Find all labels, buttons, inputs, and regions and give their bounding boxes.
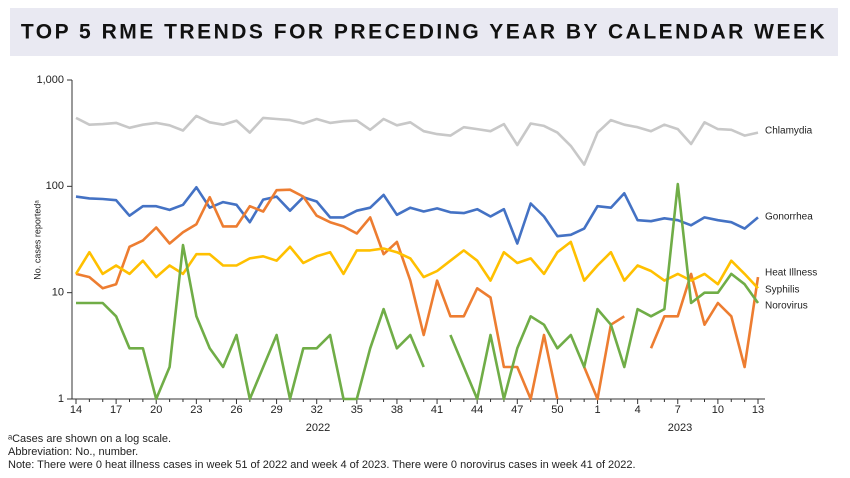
title-banner	[10, 8, 838, 56]
series-line	[74, 240, 759, 290]
y-tick-label: 100	[46, 180, 64, 192]
legend-label: Norovirus	[765, 301, 808, 312]
y-tick-label: 1,000	[36, 74, 64, 86]
x-tick-label: 20	[150, 404, 162, 416]
x-tick-label: 17	[110, 404, 122, 416]
series-line	[75, 188, 760, 401]
legend-label: Heat Illness	[765, 268, 817, 279]
x-tick-label: 26	[230, 404, 242, 416]
year-label: 2023	[668, 422, 692, 434]
x-tick-label: 38	[391, 404, 403, 416]
x-tick-label: 35	[351, 404, 363, 416]
y-axis-label: No. cases reportedᵃ	[32, 200, 42, 280]
x-tick-label: 13	[752, 404, 764, 416]
x-tick-label: 44	[471, 404, 483, 416]
y-tick-label: 10	[52, 287, 64, 299]
legend-label: Chlamydia	[765, 126, 813, 137]
x-tick-label: 50	[551, 404, 563, 416]
x-tick-label: 23	[190, 404, 202, 416]
chart-title: TOP 5 RME TRENDS FOR PRECEDING YEAR BY C…	[21, 21, 827, 44]
series-line	[76, 182, 760, 401]
x-tick-label: 32	[311, 404, 323, 416]
y-tick-label: 1	[58, 393, 64, 405]
legend-label: Syphilis	[765, 285, 799, 296]
footnote: ᵃCases are shown on a log scale.	[8, 433, 171, 445]
x-tick-label: 4	[635, 404, 641, 416]
footnote: Note: There were 0 heat illness cases in…	[8, 459, 636, 471]
x-tick-label: 41	[431, 404, 443, 416]
year-label: 2022	[306, 422, 330, 434]
x-tick-label: 7	[675, 404, 681, 416]
x-tick-label: 14	[70, 404, 82, 416]
series-line	[75, 186, 759, 245]
x-tick-label: 47	[511, 404, 523, 416]
x-tick-label: 29	[270, 404, 282, 416]
series-line	[75, 114, 759, 166]
x-tick-label: 10	[712, 404, 724, 416]
legend-label: Gonorrhea	[765, 212, 813, 223]
x-tick-label: 1	[594, 404, 600, 416]
footnote: Abbreviation: No., number.	[8, 446, 138, 458]
